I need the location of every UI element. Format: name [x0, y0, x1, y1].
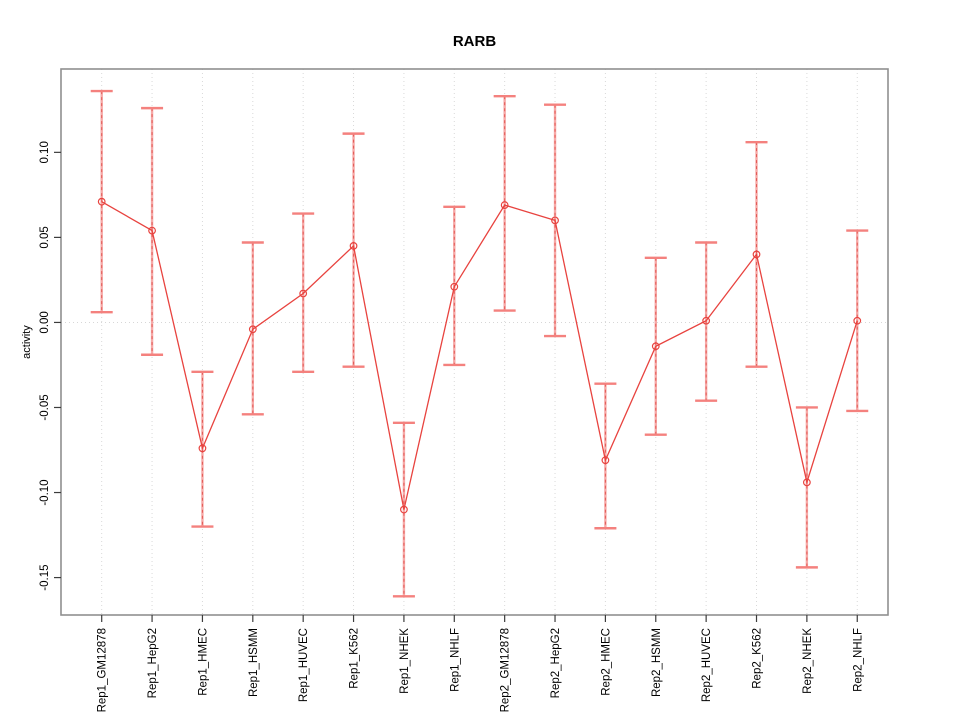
y-tick-label: -0.05	[39, 394, 51, 420]
y-tick-label: 0.05	[39, 226, 51, 248]
x-tick-label: Rep2_HMEC	[600, 628, 612, 696]
x-tick-label: Rep2_HepG2	[550, 628, 562, 698]
data-point	[752, 250, 761, 259]
data-point	[248, 325, 257, 334]
y-tick-label: 0.10	[39, 141, 51, 163]
data-point	[500, 201, 509, 209]
data-point	[349, 241, 358, 250]
data-point	[450, 282, 459, 291]
chart-title: RARB	[452, 33, 497, 50]
x-tick-label: Rep2_NHLF	[852, 628, 864, 692]
x-tick-label: Rep1_GM12878	[97, 628, 109, 712]
series-line	[101, 201, 858, 510]
y-tick-label: -0.10	[39, 479, 51, 505]
x-tick-label: Rep1_HSMM	[248, 628, 260, 697]
data-point	[651, 342, 660, 351]
x-tick-label: Rep1_HMEC	[197, 628, 209, 696]
x-tick-label: Rep1_K562	[349, 628, 361, 689]
plot-box	[60, 68, 889, 616]
x-tick-label: Rep1_NHLF	[449, 628, 461, 692]
data-point	[400, 505, 408, 514]
data-point	[299, 289, 308, 298]
x-tick-label: Rep2_K562	[752, 628, 764, 689]
data-point	[853, 316, 862, 325]
data-point	[802, 478, 811, 487]
data-point	[148, 226, 156, 235]
x-tick-label: Rep1_HepG2	[147, 628, 159, 698]
x-tick-label: Rep2_HUVEC	[701, 628, 713, 702]
x-tick-label: Rep2_GM12878	[500, 628, 512, 712]
x-tick-label: Rep2_NHEK	[802, 628, 814, 694]
x-tick-label: Rep1_HUVEC	[298, 628, 310, 702]
data-point	[702, 316, 711, 325]
x-tick-label: Rep2_HSMM	[651, 628, 663, 697]
x-tick-label: Rep1_NHEK	[399, 628, 411, 694]
y-tick-label: -0.15	[39, 564, 51, 590]
data-point	[198, 444, 207, 453]
data-point	[601, 456, 610, 465]
y-tick-label: 0.00	[39, 311, 51, 333]
data-point	[551, 216, 559, 225]
data-point	[97, 197, 106, 206]
